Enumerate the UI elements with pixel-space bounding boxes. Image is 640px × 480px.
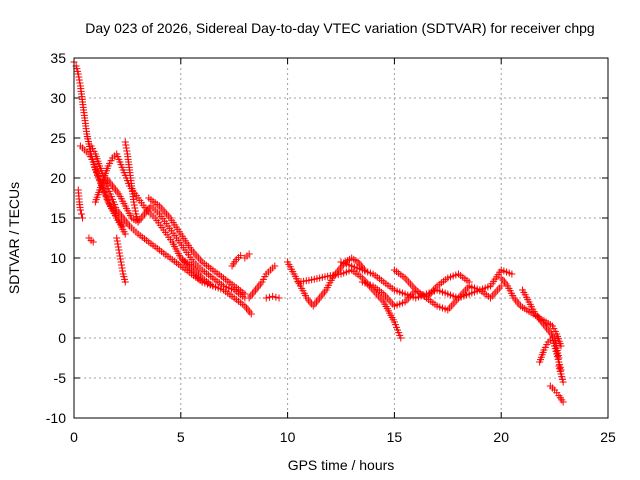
x-tick-label: 15 [387,429,403,445]
data-point [262,294,270,302]
data-point [559,378,567,386]
data-point [121,278,129,286]
data-point [118,264,126,272]
data-point [247,310,255,318]
series-track-19 [390,266,473,302]
data-point [119,222,127,230]
y-tick-label: 10 [50,250,66,266]
series-track-9 [85,234,97,246]
data-point [122,144,130,152]
data-point [118,261,126,269]
data-point [113,234,121,242]
x-axis-label: GPS time / hours [288,457,395,473]
x-tick-label: 10 [280,429,296,445]
data-point [131,204,139,212]
data-point [131,207,139,215]
series-track-14 [262,292,283,302]
series-track-7 [113,234,129,286]
series-track-22 [536,334,565,374]
series-track-11 [177,254,255,318]
data-point [265,293,273,301]
y-axis-label: SDTVAR / TECUs [6,182,22,294]
data-point [114,240,122,248]
data-point [397,334,405,342]
tick-label-layer: 0 5 10 15 20 25 -10 -5 0 5 10 15 20 25 30 35 [46,50,616,445]
data-point [74,70,82,78]
data-point [116,252,124,260]
y-tick-label: 35 [50,50,66,66]
data-point [123,147,131,155]
plot-frame [73,57,609,419]
data-point [272,293,280,301]
data-point [117,258,125,266]
data-point [134,218,142,226]
data-point [121,230,129,238]
series-track-24 [555,362,567,386]
y-tick-label: 15 [50,210,66,226]
x-tick-label: 25 [600,429,616,445]
data-point [559,398,567,406]
y-tick-label: 20 [50,170,66,186]
data-point [79,214,87,222]
series-track-3 [87,142,206,286]
data-point [115,249,123,257]
series-track-10 [145,194,249,298]
data-point [508,270,516,278]
data-point [271,262,279,270]
points-layer [70,58,567,406]
data-point [115,246,123,254]
data-point [269,292,277,300]
y-tick-label: 30 [50,90,66,106]
series-track-23 [546,382,567,406]
data-point [75,73,83,81]
data-point [119,267,127,275]
data-point [275,294,283,302]
chart-title: Day 023 of 2026, Sidereal Day-to-day VTE… [85,20,594,36]
series-track-20 [497,274,565,350]
data-point [76,206,84,214]
data-point [237,252,245,260]
data-point [245,250,253,258]
y-tick-label: 0 [58,330,66,346]
data-point [77,210,85,218]
data-point [497,282,505,290]
y-tick-label: -5 [54,370,67,386]
data-point [89,238,97,246]
x-tick-label: 0 [70,429,78,445]
data-point [121,138,129,146]
series-track-13 [245,262,279,302]
series-track-21 [519,286,563,362]
y-tick-label: 5 [58,290,66,306]
data-point [465,278,473,286]
grid-layer [74,58,608,418]
data-point [130,198,138,206]
y-tick-label: -10 [46,410,66,426]
data-point [130,201,138,209]
x-tick-label: 5 [177,429,185,445]
series-track-8 [74,186,87,222]
data-point [113,237,121,245]
series-track-16 [294,266,405,342]
series-track-12 [228,250,253,270]
ticks-layer [73,57,609,419]
data-point [114,243,122,251]
data-point [116,255,124,263]
x-tick-label: 20 [493,429,509,445]
y-tick-label: 25 [50,130,66,146]
data-point [75,76,83,84]
series-track-6 [121,138,142,226]
data-point [76,79,84,87]
data-point [241,290,249,298]
data-point [122,141,130,149]
